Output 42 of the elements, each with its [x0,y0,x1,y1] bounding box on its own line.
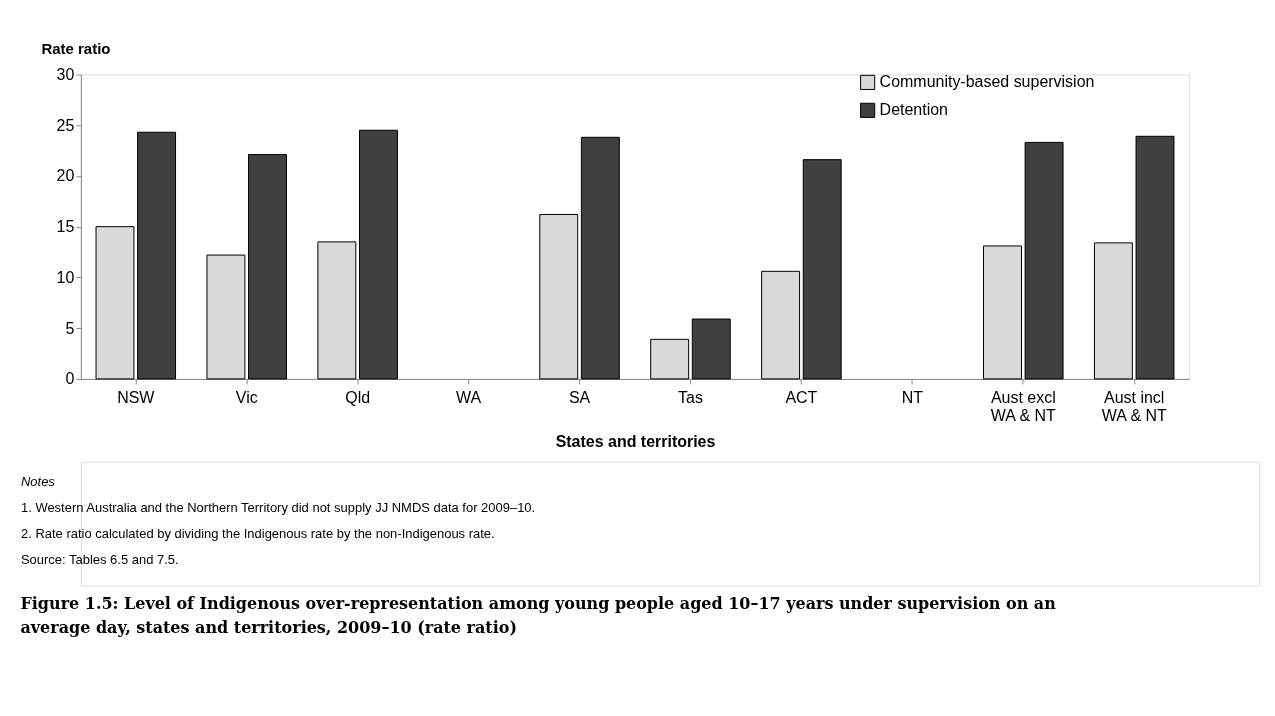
y-tick-label: 5 [65,319,75,337]
text: Notes [20,473,56,489]
x-tick-label: NSW [117,389,156,407]
bar [206,254,246,380]
x-tick-label: Vic [235,389,258,407]
bar [95,226,135,380]
bar [802,159,842,380]
bar [317,241,357,380]
legend-label: Detention [879,101,948,119]
x-tick-label: WA [456,389,482,407]
bar [358,129,398,380]
bar [650,338,690,380]
y-tick-label: 0 [65,370,75,388]
x-tick-label: ACT [785,389,818,407]
x-tick-label: NT [901,389,924,407]
bar [1093,242,1133,380]
bar [691,318,731,380]
x-tick-label: Aust excl WA & NT [990,389,1057,425]
bar [761,270,801,380]
bar [137,131,177,380]
bar [248,154,287,380]
bar [1135,135,1175,380]
legend-label: Community-based supervision [879,73,1095,91]
y-tick-label: 20 [56,167,75,185]
x-tick-label: SA [568,389,591,407]
x-tick-label: Qld [345,389,371,407]
text: 2. Rate ratio calculated by dividing the Indigenous rate by the non-Indigenous rate. [20,525,495,541]
bar [539,213,579,380]
bar [1024,141,1064,380]
x-tick-label: Tas [678,389,703,407]
y-tick-label: 10 [56,268,75,286]
bar [580,136,620,380]
text: 1. Western Australia and the Northern Territory did not supply JJ NMDS data for 2009–10. [20,499,536,515]
y-tick-label: 30 [56,65,75,83]
y-tick-label: 15 [56,218,75,236]
x-tick-label: Aust incl WA & NT [1101,389,1167,425]
bar [983,245,1022,380]
y-axis-title: Rate ratio [41,39,111,57]
source-note: Source: Tables 6.5 and 7.5. [20,551,179,567]
x-axis-title: States and territories [555,433,716,451]
text: Figure 1.5: Level of Indigenous over-representation among young people aged 10–17 years under supervision on an average day, states and territories, 2009–10 (rate ratio) [20,594,1057,638]
y-tick-label: 25 [56,116,75,134]
